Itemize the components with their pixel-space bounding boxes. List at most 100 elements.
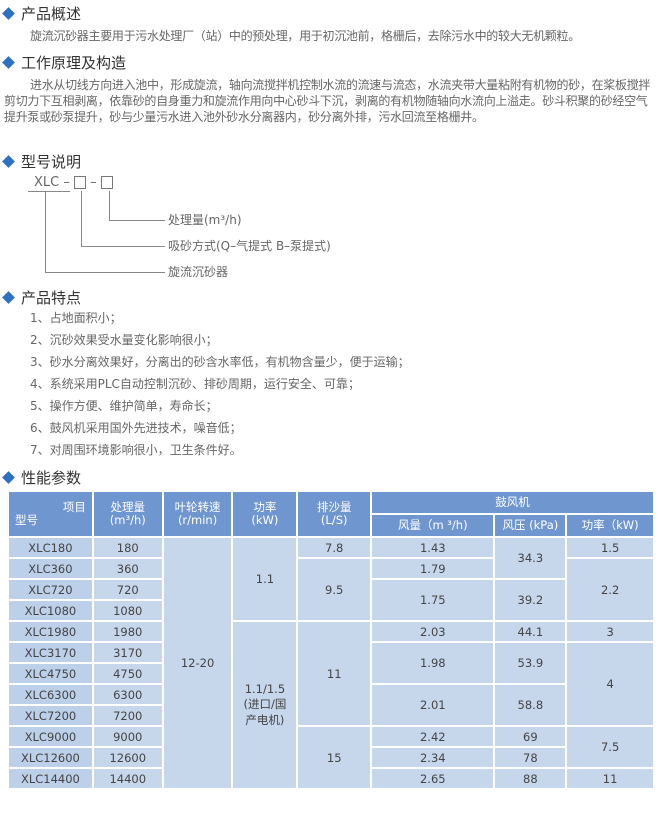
section-title-features: 产品特点: [0, 287, 81, 308]
diamond-icon: [2, 155, 15, 168]
table-cell: 12600: [91, 746, 164, 769]
table-cell: 2.42: [370, 725, 496, 748]
principle-text: 进水从切线方向进入池中，形成旋流，轴向流搅拌机控制水流的流速与流态，水流夹带大量…: [4, 78, 651, 124]
table-cell: 4: [565, 641, 655, 727]
table-row: XLC180 180 12-20 1.1 7.8 1.43 34.3 1.5: [7, 536, 655, 790]
table-cell: 3: [565, 620, 655, 643]
table-cell: 1.79: [370, 557, 496, 580]
table-cell: 34.3: [493, 536, 568, 580]
table-cell: XLC14400: [7, 767, 94, 790]
feature-item: 7、对周围环境影响很小，卫生条件好。: [30, 443, 242, 457]
table-cell: 4750: [91, 662, 164, 685]
table-cell: XLC1080: [7, 599, 94, 622]
table-cell: 1.43: [370, 536, 496, 559]
model-code: XLC – –: [34, 175, 113, 191]
table-cell: 1.75: [370, 578, 496, 622]
table-cell: 1980: [91, 620, 164, 643]
table-cell: 12-20: [161, 536, 234, 790]
table-cell: 53.9: [493, 641, 568, 685]
table-cell: 11: [565, 767, 655, 790]
table-cell: 2.03: [370, 620, 496, 643]
label-capacity: 处理量(m³/h): [168, 213, 242, 227]
section-title-params: 性能参数: [0, 467, 81, 488]
table-cell: 2.34: [370, 746, 496, 769]
table-cell: 11: [296, 620, 373, 727]
features-list: 1、占地面积小； 2、沉砂效果受水量变化影响很小； 3、砂水分离效果好，分离出的…: [30, 310, 410, 464]
header-capacity: 处理量 (m³/h): [91, 490, 164, 538]
table-cell: 2.65: [370, 767, 496, 790]
table-cell: XLC360: [7, 557, 94, 580]
header-speed: 叶轮转速 (r/min): [161, 490, 234, 538]
table-cell: XLC9000: [7, 725, 94, 748]
header-air: 风量（m ³/h): [370, 513, 496, 538]
table-row: XLC9000 9000 15 2.42 69 7.5: [7, 725, 655, 790]
table-cell: 360: [91, 557, 164, 580]
section-title-principle: 工作原理及构造: [0, 52, 126, 73]
table-row: XLC720 720 1.75 39.2: [7, 578, 654, 622]
table-row: XLC1980 1980 1.1/1.5 (进口/国 产电机) 11 2.03 44.…: [7, 620, 655, 790]
diamond-icon: [2, 471, 15, 484]
feature-item: 5、操作方便、维护简单，寿命长；: [30, 399, 218, 413]
table-cell: 1.1: [231, 536, 299, 622]
table-cell: 44.1: [493, 620, 568, 643]
params-table: 项目 型号 处理量 (m³/h) 叶轮转速 (r/min) 功率 (kW) 排沙量 (L/…: [7, 490, 655, 790]
table-row: XLC7200 7200: [7, 704, 654, 727]
table-cell: 6300: [91, 683, 164, 706]
header-power: 功率 (kW): [231, 490, 299, 538]
table-cell: 15: [296, 725, 373, 790]
table-cell: XLC3170: [7, 641, 94, 664]
placeholder-box-capacity: [100, 176, 113, 189]
table-cell: 3170: [91, 641, 164, 664]
table-cell: 7.5: [565, 725, 655, 769]
table-row: XLC3170 3170 1.98 53.9 4: [7, 641, 655, 727]
table-cell: 9000: [91, 725, 164, 748]
section-title-overview: 产品概述: [0, 3, 81, 24]
table-cell: XLC6300: [7, 683, 94, 706]
table-row: XLC14400 14400 2.65 88 11: [7, 767, 655, 790]
table-cell: 69: [493, 725, 568, 748]
table-row: XLC1080 1080: [7, 599, 654, 622]
table-cell: 180: [91, 536, 164, 559]
feature-item: 1、占地面积小；: [30, 311, 122, 325]
table-cell: XLC720: [7, 578, 94, 601]
feature-item: 4、系统采用PLC自动控制沉砂、排砂周期，运行安全、可靠；: [30, 377, 360, 391]
table-cell: XLC7200: [7, 704, 94, 727]
overview-text: 旋流沉砂器主要用于污水处理厂（站）中的预处理，用于初沉池前，格栅后，去除污水中的…: [30, 29, 580, 43]
label-name: 旋流沉砂器: [168, 265, 229, 279]
diamond-icon: [2, 291, 15, 304]
table-cell: 1080: [91, 599, 164, 622]
table-cell: 58.8: [493, 683, 568, 727]
table-row: XLC12600 12600 2.34 78: [7, 746, 654, 769]
table-cell: 2.2: [565, 557, 655, 622]
table-cell: 78: [493, 746, 568, 769]
table-cell: 9.5: [296, 557, 373, 622]
table-row: XLC360 360 9.5 1.79 2.2: [7, 557, 655, 622]
header-blower-power: 功率（kW): [565, 513, 655, 538]
header-pressure: 风压 (kPa): [493, 513, 568, 538]
table-cell: 1.98: [370, 641, 496, 685]
feature-item: 2、沉砂效果受水量变化影响很小；: [30, 333, 218, 347]
table-cell: XLC4750: [7, 662, 94, 685]
table-cell: 39.2: [493, 578, 568, 622]
table-cell: XLC12600: [7, 746, 94, 769]
diamond-icon: [2, 7, 15, 20]
feature-item: 6、鼓风机采用国外先进技术，噪音低；: [30, 421, 242, 435]
placeholder-box-suction: [74, 176, 87, 189]
table-cell: XLC180: [7, 536, 94, 559]
label-suction: 吸砂方式(Q–气提式 B–泵提式): [168, 239, 331, 253]
table-cell: XLC1980: [7, 620, 94, 643]
table-row: XLC6300 6300 2.01 58.8: [7, 683, 654, 727]
header-item-model: 项目 型号: [7, 490, 94, 538]
table-cell: 7200: [91, 704, 164, 727]
table-cell: 7.8: [296, 536, 373, 559]
header-sand: 排沙量 (L/S): [296, 490, 373, 538]
feature-item: 3、砂水分离效果好，分离出的砂含水率低，有机物含量少，便于运输；: [30, 355, 410, 369]
table-cell: 1.5: [565, 536, 655, 559]
table-cell: 2.01: [370, 683, 496, 727]
diamond-icon: [2, 56, 15, 69]
table-cell: 720: [91, 578, 164, 601]
section-title-model: 型号说明: [0, 151, 81, 172]
power-merged: 1.1/1.5 (进口/国 产电机): [231, 620, 299, 790]
header-blower: 鼓风机: [370, 490, 655, 515]
table-row: XLC4750 4750: [7, 662, 654, 685]
